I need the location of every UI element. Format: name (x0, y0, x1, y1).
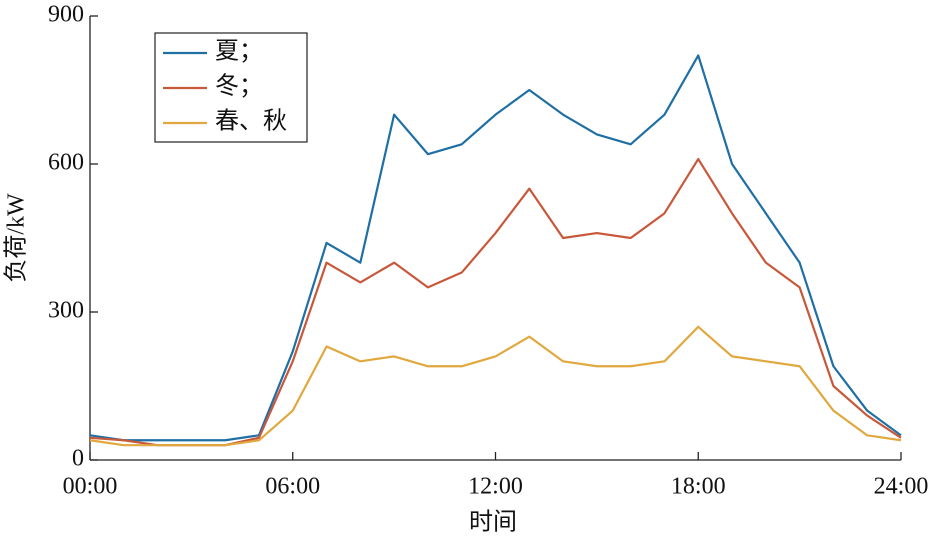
y-axis-label: 负荷/kW (3, 193, 30, 283)
line-series (89, 157, 902, 447)
x-tick-label: 00:00 (63, 474, 118, 500)
x-tick-label: 24:00 (874, 474, 929, 500)
y-tick-label: 0 (72, 446, 84, 472)
x-tick-label: 06:00 (265, 474, 320, 500)
y-tick-label: 600 (48, 150, 84, 176)
legend-label: 冬； (215, 73, 263, 100)
x-tick-label: 18:00 (671, 474, 726, 500)
line-series (89, 54, 902, 442)
y-tick-label: 300 (48, 298, 84, 324)
y-tick-label: 900 (48, 2, 84, 28)
x-tick-label: 12:00 (468, 474, 523, 500)
legend-label: 春、秋 (215, 108, 287, 135)
x-axis-label: 时间 (469, 509, 517, 536)
line-series (89, 325, 902, 447)
legend-label: 夏； (215, 39, 263, 65)
